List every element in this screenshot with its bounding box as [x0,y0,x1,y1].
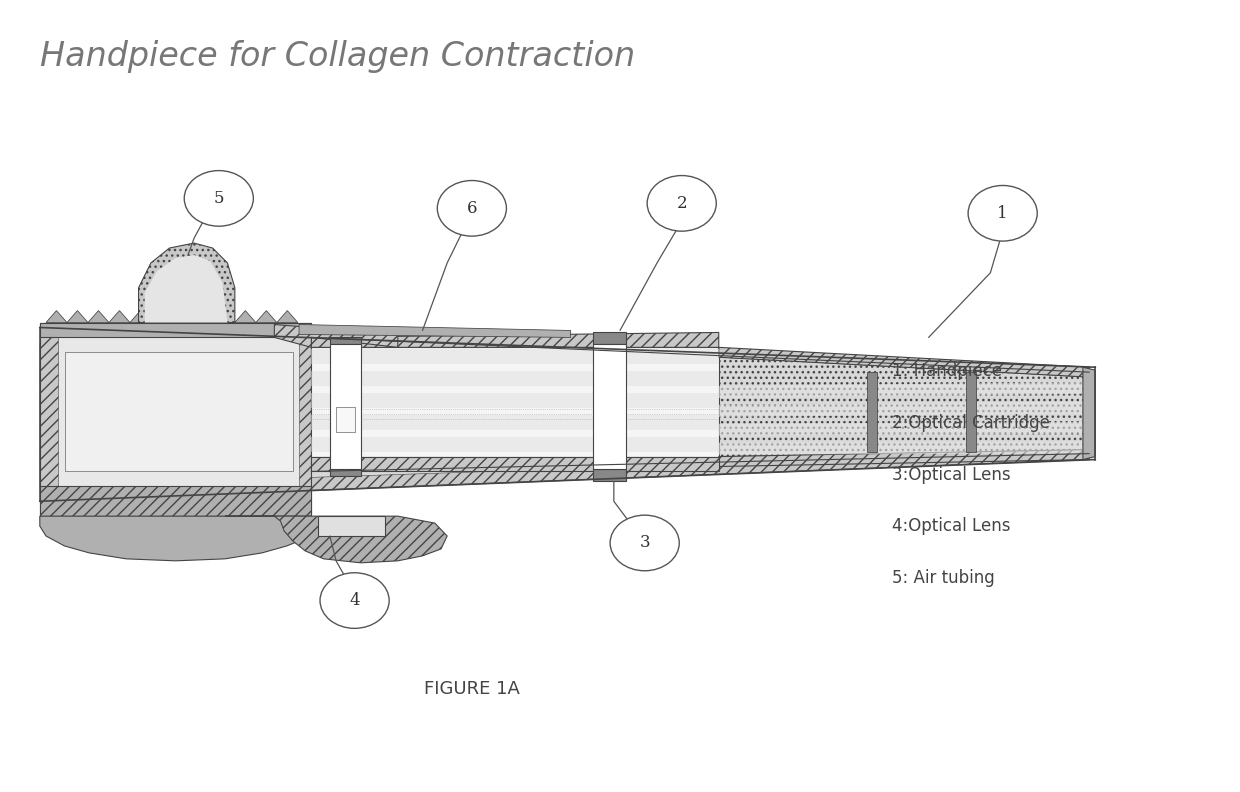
Polygon shape [330,345,361,470]
Polygon shape [139,243,234,322]
Polygon shape [40,516,311,561]
Polygon shape [40,322,311,337]
Polygon shape [311,456,719,471]
Polygon shape [130,310,151,322]
Polygon shape [145,255,227,322]
Polygon shape [213,310,234,322]
Text: Handpiece for Collagen Contraction: Handpiece for Collagen Contraction [40,40,635,73]
Polygon shape [234,310,255,322]
Polygon shape [867,372,877,451]
Text: FIGURE 1A: FIGURE 1A [424,680,520,698]
Polygon shape [593,470,626,482]
Polygon shape [67,310,88,322]
Text: 6: 6 [466,200,477,217]
Polygon shape [593,345,626,470]
Polygon shape [593,333,626,345]
Text: 5: 5 [213,190,224,207]
Text: 3: 3 [640,535,650,551]
Polygon shape [311,349,719,364]
Polygon shape [1083,367,1095,459]
Polygon shape [719,382,1086,398]
Circle shape [968,185,1037,241]
Polygon shape [311,348,719,456]
Polygon shape [109,310,130,322]
Polygon shape [58,337,299,491]
Polygon shape [40,322,311,516]
Polygon shape [311,436,719,451]
Text: 3:Optical Lens: 3:Optical Lens [892,466,1011,483]
Polygon shape [40,486,311,516]
Text: 2:Optical Cartridge: 2:Optical Cartridge [892,414,1049,432]
Polygon shape [336,407,355,432]
Polygon shape [311,333,719,348]
Polygon shape [311,393,719,408]
Polygon shape [46,310,67,322]
Polygon shape [274,325,398,348]
Polygon shape [224,516,448,563]
Polygon shape [277,310,298,322]
Circle shape [185,170,253,227]
Circle shape [647,176,717,231]
Text: 2: 2 [676,195,687,212]
Polygon shape [40,342,1089,486]
Polygon shape [330,337,361,345]
Polygon shape [719,348,1089,377]
Polygon shape [193,310,213,322]
Polygon shape [311,371,719,386]
Polygon shape [255,310,277,322]
Text: 1: 1 [997,205,1008,222]
Circle shape [320,573,389,628]
Polygon shape [719,442,1086,455]
Polygon shape [64,352,293,471]
Polygon shape [299,325,570,337]
Text: 1: Handpiece: 1: Handpiece [892,362,1002,380]
Polygon shape [966,372,976,451]
Polygon shape [719,450,1089,466]
Polygon shape [330,470,361,477]
Polygon shape [172,310,193,322]
Polygon shape [719,357,1089,456]
Circle shape [610,515,680,571]
Polygon shape [311,415,719,430]
Text: 4: 4 [350,592,360,609]
Polygon shape [88,310,109,322]
Polygon shape [719,402,1086,417]
Text: 5: Air tubing: 5: Air tubing [892,569,994,587]
Polygon shape [40,327,1089,501]
Circle shape [438,181,506,236]
Polygon shape [151,310,172,322]
Polygon shape [317,516,386,536]
Text: 4:Optical Lens: 4:Optical Lens [892,517,1011,535]
Polygon shape [719,422,1086,436]
